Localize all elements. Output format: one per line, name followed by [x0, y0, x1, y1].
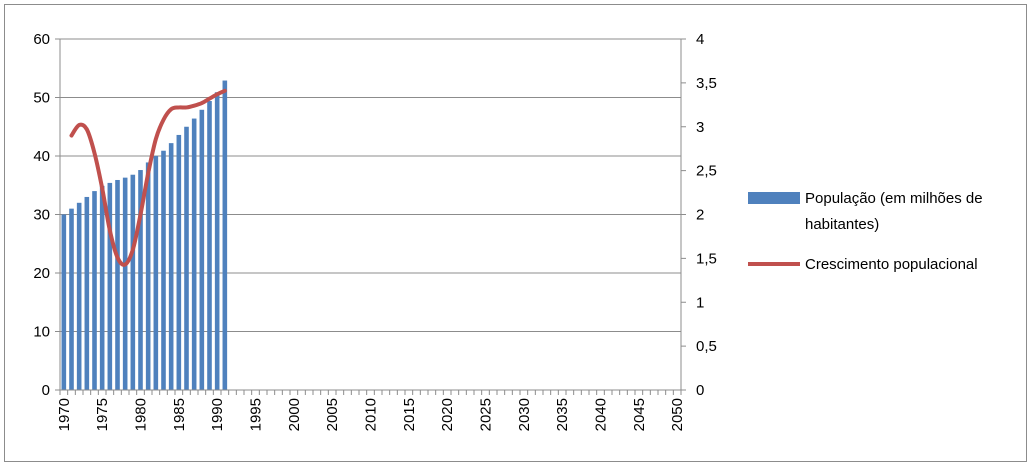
x-tick-label: 1990: [209, 398, 226, 431]
population-bar: [145, 162, 151, 390]
legend: População (em milhões de habitantes) Cre…: [748, 190, 983, 273]
population-bar: [61, 214, 67, 390]
population-bar: [214, 92, 220, 391]
left-tick-label: 0: [42, 382, 50, 399]
x-tick-label: 2015: [401, 398, 418, 431]
right-tick-label: 2: [696, 207, 704, 224]
population-bar: [153, 156, 159, 390]
population-bar: [92, 191, 97, 390]
population-bar: [69, 208, 74, 390]
legend-bar-label-line2: habitantes): [805, 216, 879, 233]
left-axis-ticks: 0 10 20 30 40 50 60: [33, 31, 50, 399]
left-tick-label: 10: [33, 324, 50, 341]
x-tick-label: 2035: [554, 398, 571, 431]
right-axis-ticks: 0 0,5 1 1,5 2 2,5 3 3,5 4: [696, 31, 717, 399]
population-bar: [168, 143, 174, 390]
left-tick-label: 40: [33, 148, 50, 165]
population-bar: [191, 118, 197, 390]
x-axis-ticks: 1970 1975 1980 1985 1990 1995 2000 2005 2010 2015…: [56, 398, 686, 431]
growth-line: [69, 88, 227, 267]
x-tick-label: 2040: [593, 398, 610, 431]
x-tick-label: 2045: [631, 398, 648, 431]
population-bar: [222, 80, 228, 390]
legend-bar-swatch: [748, 192, 800, 204]
x-tick-label: 2010: [363, 398, 380, 431]
chart-frame: [4, 4, 1027, 462]
gridlines: [60, 38, 681, 332]
right-tick-label: 3,5: [696, 75, 717, 92]
population-bar: [138, 170, 143, 390]
population-bar: [176, 134, 182, 390]
population-bar: [207, 101, 212, 390]
population-bars: [61, 80, 228, 391]
x-tick-label: 2005: [324, 398, 341, 431]
x-tick-label: 1995: [248, 398, 265, 431]
right-tick-label: 2,5: [696, 163, 717, 180]
x-tick-label: 1975: [94, 398, 111, 431]
legend-line-label: Crescimento populacional: [805, 256, 978, 273]
population-bar: [84, 196, 90, 390]
axes: [55, 38, 686, 395]
population-bar: [107, 182, 113, 390]
left-tick-label: 60: [33, 31, 50, 48]
x-tick-label: 2020: [439, 398, 456, 431]
population-bar: [130, 174, 136, 390]
x-tick-label: 2050: [669, 398, 686, 431]
right-tick-label: 1: [696, 294, 704, 311]
left-tick-label: 50: [33, 90, 50, 107]
population-bar: [122, 177, 128, 390]
right-tick-label: 3: [696, 119, 704, 136]
x-tick-label: 2000: [286, 398, 303, 431]
population-bar: [184, 126, 189, 390]
legend-bar-label-line1: População (em milhões de: [805, 190, 983, 207]
population-bar: [115, 179, 120, 390]
x-tick-label: 1985: [171, 398, 188, 431]
population-bar: [99, 185, 105, 390]
right-tick-label: 0: [696, 382, 704, 399]
population-bar: [199, 109, 205, 390]
x-tick-label: 1970: [56, 398, 73, 431]
x-tick-label: 2030: [516, 398, 533, 431]
right-tick-label: 1,5: [696, 250, 717, 267]
population-bar: [161, 150, 166, 390]
x-tick-label: 2025: [478, 398, 495, 431]
left-tick-label: 20: [33, 265, 50, 282]
right-tick-label: 0,5: [696, 338, 717, 355]
left-tick-label: 30: [33, 207, 50, 224]
population-bar: [76, 202, 82, 390]
x-tick-label: 1980: [133, 398, 150, 431]
growth-line-group: [69, 88, 227, 267]
right-tick-label: 4: [696, 31, 704, 48]
